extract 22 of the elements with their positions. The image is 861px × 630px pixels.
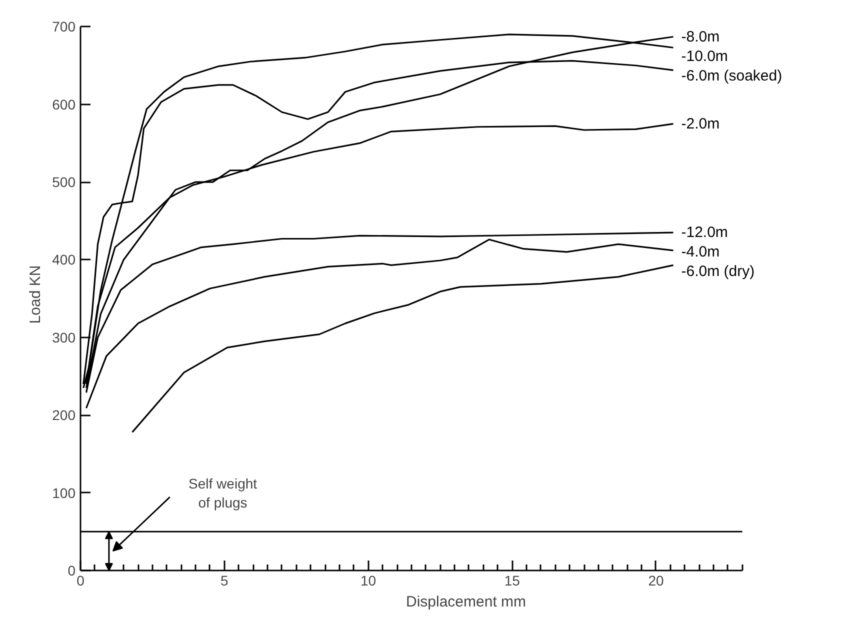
- y-tick-label: 700: [52, 18, 76, 35]
- x-tick-label: 5: [220, 572, 228, 588]
- x-axis-title: Displacement mm: [406, 594, 526, 610]
- y-tick-label: 0: [68, 562, 76, 578]
- series-label: -6.0m (soaked): [681, 67, 782, 84]
- y-tick-label: 400: [52, 252, 76, 268]
- y-axis-title: Load KN: [27, 265, 44, 324]
- series-label: -10.0m: [681, 48, 728, 65]
- x-tick-label: 20: [648, 572, 664, 588]
- series-label: -2.0m: [681, 115, 720, 132]
- y-tick-label: 100: [52, 484, 76, 501]
- y-tick-label: 200: [52, 407, 76, 424]
- series-label: -6.0m (dry): [681, 263, 755, 280]
- y-tick-label: 300: [52, 329, 76, 346]
- x-tick-label: 10: [360, 572, 376, 588]
- series-label: -12.0m: [681, 224, 728, 242]
- x-tick-label: 15: [504, 572, 520, 588]
- y-tick-label: 500: [52, 174, 76, 190]
- annotation: Self weight of plugs: [188, 475, 258, 511]
- series-label: -4.0m: [681, 244, 720, 261]
- series-label: -8.0m: [681, 28, 720, 46]
- y-tick-label: 600: [52, 96, 76, 112]
